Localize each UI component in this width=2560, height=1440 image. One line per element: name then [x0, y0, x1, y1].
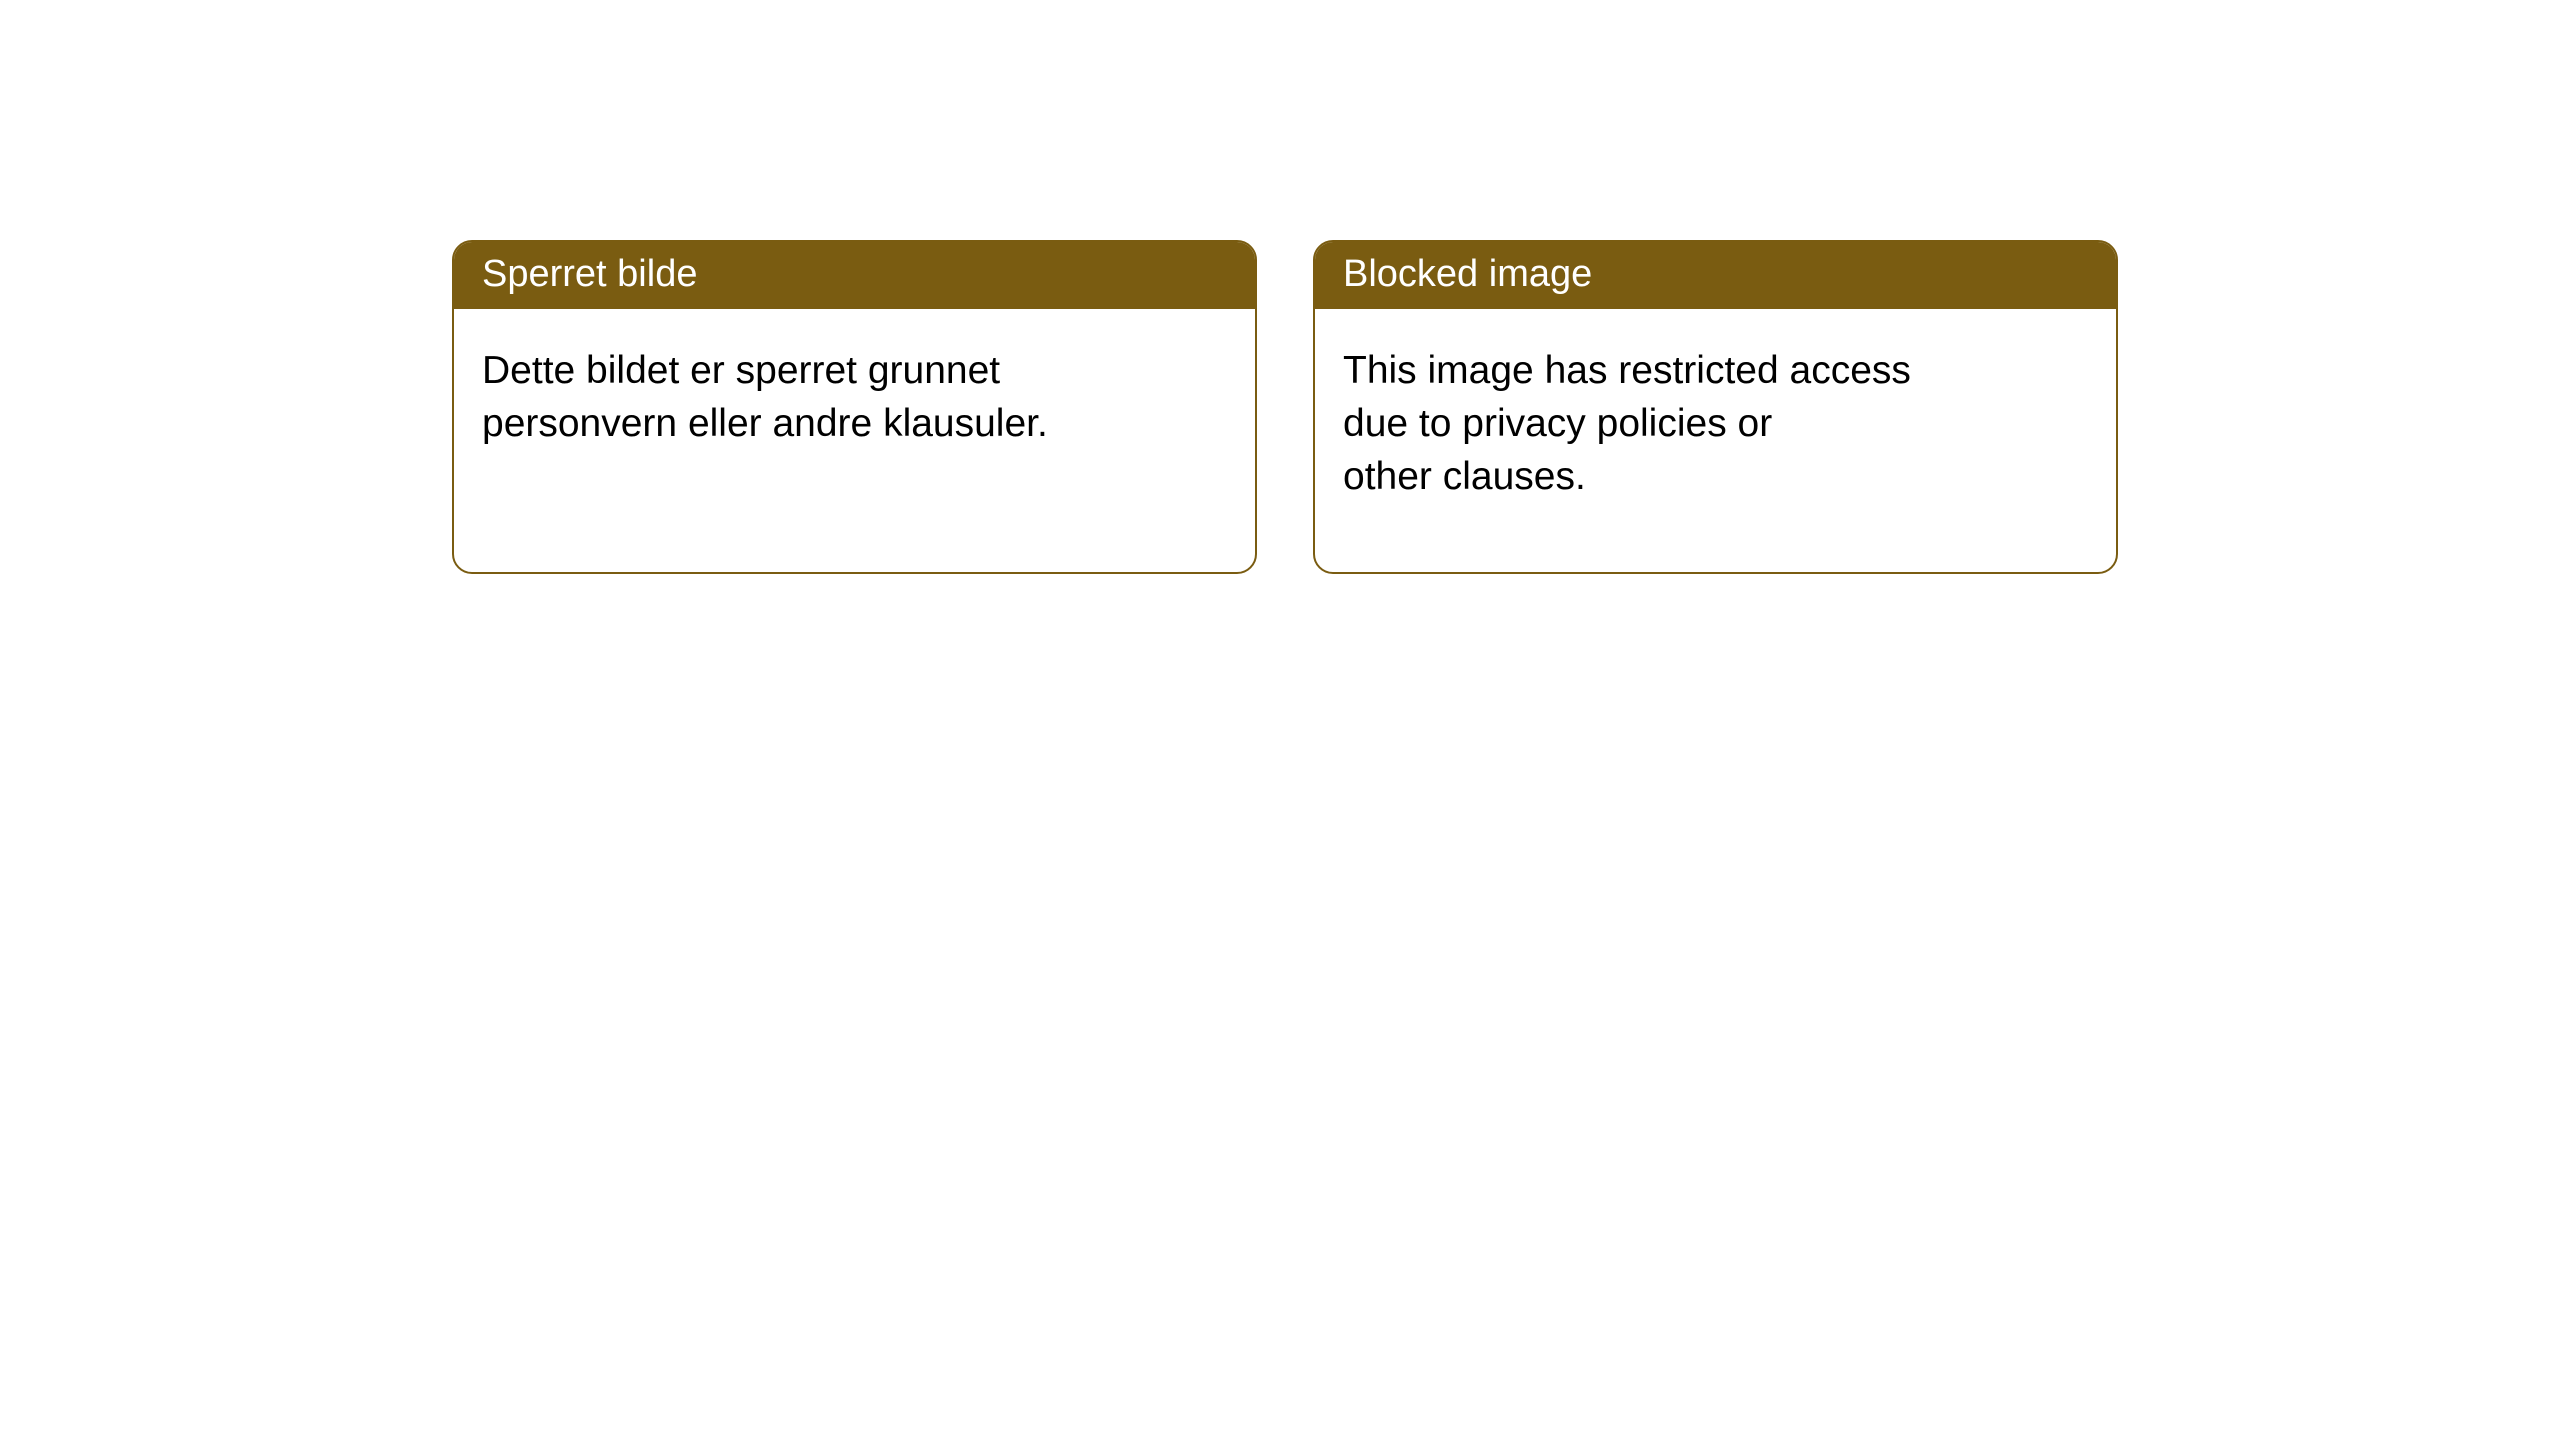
notice-cards-container: Sperret bilde Dette bildet er sperret gr…	[0, 0, 2560, 574]
notice-card-body: This image has restricted access due to …	[1315, 309, 2116, 539]
notice-card-body: Dette bildet er sperret grunnet personve…	[454, 309, 1255, 486]
notice-card-title: Blocked image	[1315, 242, 2116, 309]
notice-card-norwegian: Sperret bilde Dette bildet er sperret gr…	[452, 240, 1257, 574]
notice-card-english: Blocked image This image has restricted …	[1313, 240, 2118, 574]
notice-card-title: Sperret bilde	[454, 242, 1255, 309]
